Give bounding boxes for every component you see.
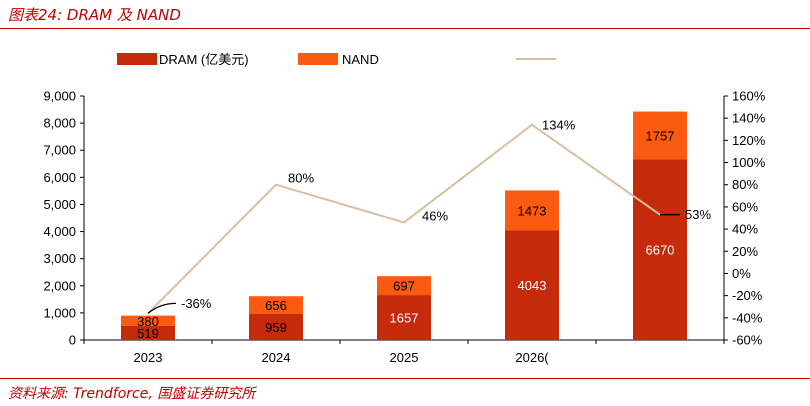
axes: 0 1,000 2,000 3,000 4,000 5,000 6,000 7,000 8,00…: [43, 89, 765, 366]
x-tick-label: 2024: [262, 350, 291, 365]
data-label-nand: 656: [265, 298, 287, 313]
bar-nand: [505, 190, 559, 231]
growth-label: 80%: [288, 171, 314, 186]
y-right-tick-label: 80%: [732, 177, 758, 192]
data-label-nand: 380: [137, 314, 159, 329]
y-left-tick-label: 8,000: [43, 116, 76, 131]
growth-label: 46%: [422, 208, 448, 223]
y-right-tick-label: 20%: [732, 244, 758, 259]
legend-swatch-dram: [117, 53, 157, 65]
data-label-dram: 1657: [390, 311, 419, 326]
y-left-tick-label: 1,000: [43, 305, 76, 320]
y-left-tick-label: 4,000: [43, 224, 76, 239]
bar-nand: [249, 296, 303, 315]
legend-label-dram: DRAM (亿美元): [159, 52, 249, 67]
y-right-tick-label: 140%: [732, 111, 766, 126]
y-right-tick-label: -20%: [732, 288, 763, 303]
data-label-dram: 6670: [646, 243, 675, 258]
bar-dram: [633, 159, 687, 340]
growth-line-path: [147, 123, 661, 315]
legend: DRAM (亿美元) NAND: [117, 52, 556, 67]
growth-label: -36%: [181, 296, 212, 311]
bar-nand: [377, 276, 431, 296]
bar-dram: [249, 314, 303, 340]
data-label-dram: 4043: [518, 278, 547, 293]
title-rule: [0, 28, 810, 29]
data-label-nand: 1757: [646, 128, 675, 143]
growth-line: [147, 123, 680, 315]
legend-label-nand: NAND: [342, 52, 379, 67]
y-right-tick-label: -60%: [732, 333, 763, 348]
growth-label: 53%: [685, 207, 711, 222]
y-left-tick-label: 6,000: [43, 170, 76, 185]
source-note: 资料来源: Trendforce, 国盛证券研究所: [8, 386, 256, 402]
legend-swatch-nand: [298, 53, 338, 65]
y-left-tick-label: 7,000: [43, 143, 76, 158]
bars: [121, 111, 687, 340]
bar-nand: [633, 111, 687, 160]
source-rule: [0, 378, 810, 379]
bar-nand: [121, 315, 175, 326]
data-label-dram: 959: [265, 320, 287, 335]
growth-label: 134%: [542, 117, 576, 132]
data-label-dram: 519: [137, 326, 159, 341]
y-right-tick-label: 0%: [732, 266, 751, 281]
y-right-tick-label: 40%: [732, 222, 758, 237]
x-tick-label: 2023: [134, 350, 163, 365]
bar-dram: [377, 295, 431, 340]
y-left-tick-label: 5,000: [43, 197, 76, 212]
bar-dram: [121, 325, 175, 340]
y-right-tick-label: 160%: [732, 89, 766, 104]
growth-label-leader: [147, 302, 177, 314]
y-left-tick-label: 9,000: [43, 89, 76, 104]
y-right-tick-label: 60%: [732, 199, 758, 214]
data-label-nand: 1473: [518, 203, 547, 218]
y-right-tick-label: -40%: [732, 310, 763, 325]
y-right-tick-label: 100%: [732, 155, 766, 170]
y-left-tick-label: 0: [69, 333, 76, 348]
x-tick-label: 2025: [390, 350, 419, 365]
data-label-nand: 697: [393, 279, 415, 294]
x-tick-label: 2026(: [515, 350, 549, 365]
figure-title: 图表24: DRAM 及 NAND: [8, 6, 181, 24]
y-left-tick-label: 2,000: [43, 278, 76, 293]
bar-dram: [505, 230, 559, 340]
y-right-tick-label: 120%: [732, 133, 766, 148]
y-left-tick-label: 3,000: [43, 251, 76, 266]
